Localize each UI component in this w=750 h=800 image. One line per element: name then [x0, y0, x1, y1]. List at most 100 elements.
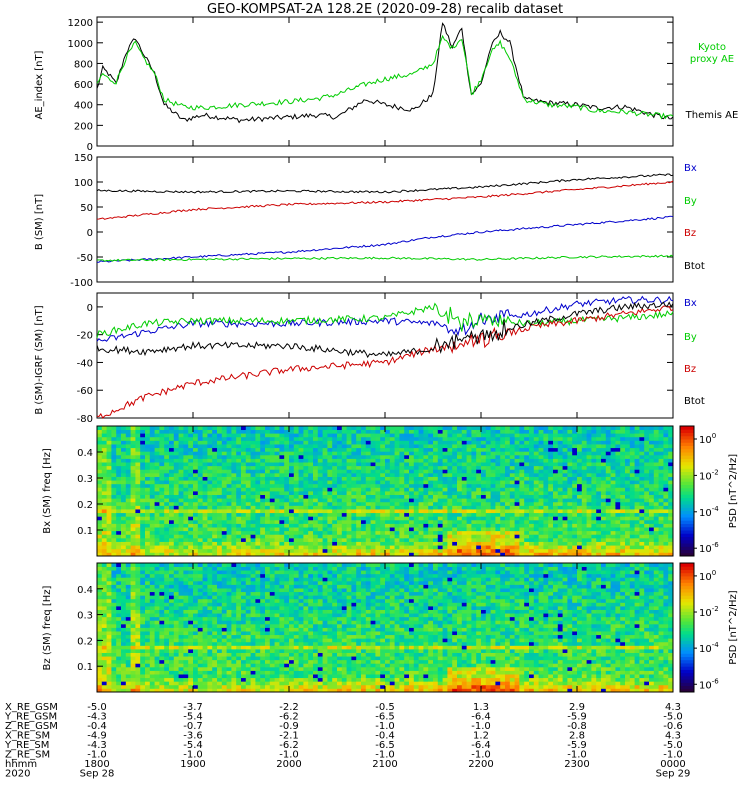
spectrogram-cell: [394, 444, 400, 449]
colorbar-segment: [680, 500, 694, 505]
spectrogram-cell: [140, 512, 146, 517]
spectrogram-cell: [169, 458, 175, 463]
spectrogram-cell: [365, 548, 371, 553]
spectrogram-cell: [529, 545, 535, 550]
spectrogram-cell: [485, 444, 491, 449]
spectrogram-cell: [375, 545, 381, 550]
spectrogram-cell: [125, 641, 131, 646]
spectrogram-cell: [394, 483, 400, 488]
spectrogram-cell: [121, 606, 127, 610]
spectrogram-cell: [308, 440, 314, 445]
spectrogram-cell: [514, 548, 520, 553]
spectrogram-cell: [581, 494, 587, 499]
spectrogram-cell: [433, 498, 439, 503]
panel-bigrf-ylabel: B (SM)-IGRF (SM) [nT]: [34, 305, 45, 414]
spectrogram-cell: [375, 509, 381, 514]
spectrogram-cell: [658, 487, 664, 492]
spectrogram-cell: [562, 530, 568, 535]
spectrogram-cell: [173, 509, 179, 514]
spectrogram-cell: [145, 595, 151, 600]
spectrogram-cell: [461, 494, 467, 499]
spectrogram-cell: [274, 494, 280, 499]
spectrogram-cell: [173, 530, 179, 535]
spectrogram-cell: [591, 548, 597, 553]
spectrogram-cell: [106, 545, 112, 550]
spectrogram-cell: [164, 480, 170, 485]
spectrogram-cell: [260, 523, 266, 528]
spectrogram-cell: [135, 487, 141, 492]
spectrogram-cell: [116, 458, 122, 463]
spectrogram-cell: [605, 498, 611, 503]
spectrogram-cell: [361, 523, 367, 528]
spectrogram-cell: [658, 519, 664, 524]
spectrogram-cell: [562, 519, 568, 524]
spectrogram-cell: [509, 537, 515, 542]
spectrogram-cell: [481, 480, 487, 485]
spectrogram-cell: [322, 548, 328, 553]
spectrogram-cell: [140, 494, 146, 499]
spectrogram-cell: [322, 534, 328, 539]
spectrogram-cell: [255, 545, 261, 550]
spectrogram-cell: [466, 552, 472, 557]
spectrogram-cell: [226, 537, 232, 542]
spectrogram-cell: [481, 494, 487, 499]
spectrogram-cell: [409, 426, 415, 431]
spectrogram-cell: [202, 440, 208, 445]
spectrogram-cell: [581, 534, 587, 539]
spectrogram-cell: [413, 447, 419, 452]
spectrogram-cell: [457, 487, 463, 492]
spectrogram-cell: [178, 527, 184, 532]
spectrogram-cell: [284, 519, 290, 524]
spectrogram-cell: [207, 494, 213, 499]
spectrogram-cell: [404, 541, 410, 546]
spectrogram-cell: [385, 512, 391, 517]
spectrogram-cell: [221, 537, 227, 542]
spectrogram-cell: [380, 552, 386, 557]
spectrogram-cell: [620, 440, 626, 445]
spectrogram-cell: [236, 534, 242, 539]
spectrogram-cell: [658, 483, 664, 488]
spectrogram-cell: [543, 440, 549, 445]
spectrogram-cell: [149, 670, 155, 675]
spectrogram-cell: [125, 606, 131, 610]
spectrogram-cell: [322, 519, 328, 524]
spectrogram-cell: [447, 494, 453, 499]
spectrogram-cell: [500, 436, 506, 441]
spectrogram-cell: [505, 552, 511, 557]
spectrogram-cell: [418, 454, 424, 459]
spectrogram-cell: [423, 476, 429, 481]
spectrogram-cell: [399, 426, 405, 431]
spectrogram-cell: [461, 454, 467, 459]
spectrogram-cell: [169, 537, 175, 542]
spectrogram-cell: [543, 458, 549, 463]
spectrogram-cell: [375, 436, 381, 441]
spectrogram-cell: [519, 487, 525, 492]
spectrogram-cell: [615, 440, 621, 445]
spectrogram-cell: [663, 498, 669, 503]
spectrogram-cell: [135, 645, 141, 650]
spectrogram-cell: [586, 462, 592, 467]
spectrogram-cell: [577, 516, 583, 521]
spectrogram-cell: [188, 530, 194, 535]
spectrogram-cell: [101, 656, 107, 661]
spectrogram-cell: [245, 462, 251, 467]
spectrogram-cell: [145, 566, 151, 571]
spectrogram-cell: [586, 494, 592, 499]
spectrogram-cell: [178, 537, 184, 542]
spectrogram-cell: [169, 472, 175, 477]
spectrogram-cell: [490, 483, 496, 488]
spectrogram-cell: [601, 433, 607, 438]
spectrogram-cell: [529, 480, 535, 485]
spectrogram-cell: [351, 494, 357, 499]
spectrogram-cell: [490, 426, 496, 431]
spectrogram-cell: [135, 523, 141, 528]
spectrogram-cell: [125, 638, 131, 643]
spectrogram-cell: [145, 580, 151, 585]
spectrogram-cell: [385, 523, 391, 528]
spectrogram-cell: [658, 458, 664, 463]
spectrogram-cell: [260, 480, 266, 485]
spectrogram-cell: [260, 469, 266, 474]
spectrogram-cell: [596, 465, 602, 470]
spectrogram-cell: [164, 501, 170, 506]
spectrogram-cell: [457, 472, 463, 477]
